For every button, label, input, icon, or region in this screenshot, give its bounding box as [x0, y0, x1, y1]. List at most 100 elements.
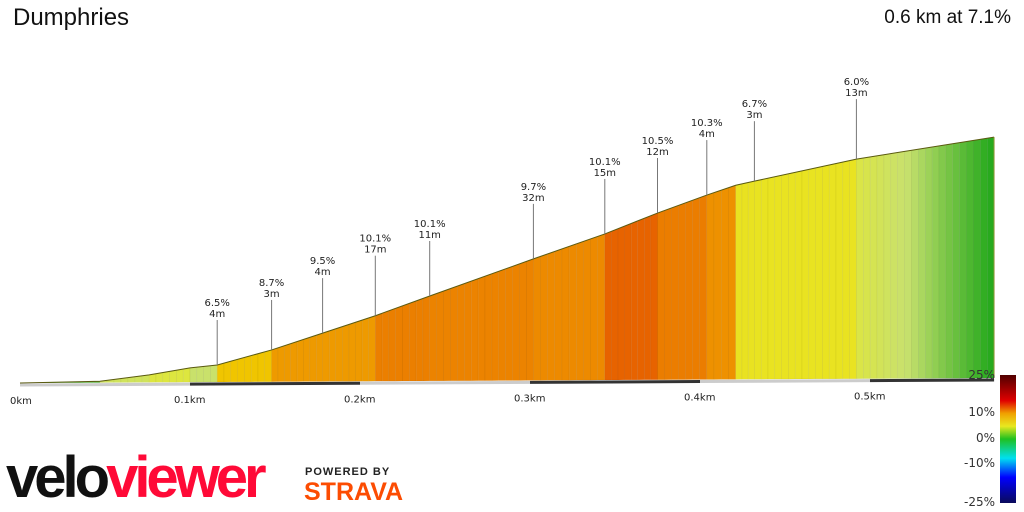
- profile-segment: [597, 233, 606, 381]
- profile-segment: [678, 202, 686, 380]
- distance-axis-segment: [189, 381, 361, 386]
- profile-segment: [617, 225, 625, 381]
- profile-segment: [203, 365, 211, 383]
- marker-length-label: 4m: [209, 309, 225, 320]
- profile-segment: [754, 179, 762, 380]
- profile-segment: [422, 295, 430, 382]
- profile-segment: [526, 258, 534, 381]
- profile-segment: [498, 268, 506, 381]
- profile-segment: [409, 300, 417, 382]
- profile-segment: [547, 251, 556, 381]
- profile-segment: [630, 220, 638, 381]
- marker-grade-label: 10.5%: [642, 136, 674, 147]
- profile-segment: [611, 228, 619, 381]
- profile-segment: [189, 366, 198, 383]
- profile-segment: [604, 230, 612, 381]
- profile-segment: [741, 182, 749, 380]
- profile-segment: [842, 160, 850, 380]
- profile-segment: [904, 150, 912, 379]
- profile-segment: [925, 146, 933, 379]
- profile-segment: [402, 303, 410, 382]
- profile-segment: [644, 215, 652, 381]
- profile-segment: [464, 280, 472, 381]
- legend-label: -10%: [964, 456, 995, 470]
- profile-segment: [883, 153, 892, 379]
- distance-axis-segment: [529, 380, 701, 384]
- marker-grade-label: 10.1%: [414, 219, 446, 230]
- profile-segment: [590, 236, 598, 381]
- profile-segment: [774, 174, 782, 380]
- profile-segment: [457, 283, 465, 382]
- profile-segment: [470, 278, 479, 381]
- profile-segment: [436, 290, 444, 382]
- profile-segment: [767, 176, 776, 380]
- profile-segment: [484, 273, 493, 381]
- profile-segment: [692, 197, 701, 380]
- profile-segment: [728, 184, 736, 380]
- profile-segment: [169, 369, 177, 383]
- profile-segment: [355, 319, 363, 382]
- profile-segment: [250, 353, 259, 383]
- profile-segment: [959, 141, 967, 379]
- profile-segment: [931, 145, 940, 379]
- profile-segment: [583, 238, 591, 381]
- marker-length-label: 4m: [315, 267, 331, 278]
- profile-segment: [348, 321, 356, 382]
- profile-segment: [277, 345, 285, 382]
- marker-grade-label: 10.1%: [359, 234, 391, 245]
- profile-segment: [395, 305, 403, 382]
- profile-segment: [554, 248, 563, 381]
- x-tick-label: 0.2km: [344, 394, 375, 405]
- profile-segment: [575, 241, 584, 381]
- x-tick-label: 0.1km: [174, 395, 205, 406]
- legend-label: -25%: [964, 495, 995, 509]
- profile-segment: [429, 293, 437, 382]
- profile-segment: [296, 339, 304, 382]
- profile-segment: [980, 137, 988, 379]
- x-tick-label: 0km: [10, 396, 32, 407]
- page-title: Dumphries: [13, 4, 130, 31]
- profile-segment: [477, 275, 486, 381]
- distance-axis-segment: [19, 382, 191, 387]
- distance-axis-segment: [869, 378, 995, 383]
- legend-label: 10%: [968, 405, 995, 419]
- profile-segment: [342, 324, 350, 382]
- climb-summary: 0.6 km at 7.1%: [884, 7, 1011, 28]
- profile-segment: [760, 177, 769, 380]
- profile-segment: [388, 307, 396, 382]
- marker-length-label: 3m: [746, 110, 762, 121]
- profile-segment: [938, 144, 947, 379]
- grade-legend-bar: [1000, 375, 1016, 503]
- profile-segment: [794, 170, 803, 380]
- profile-segment: [735, 183, 743, 380]
- profile-segment: [876, 154, 885, 379]
- profile-segment: [657, 210, 665, 380]
- marker-length-label: 4m: [699, 129, 715, 140]
- profile-segment: [945, 143, 954, 379]
- profile-segment: [713, 189, 722, 380]
- profile-segment: [505, 265, 513, 381]
- profile-segment: [828, 163, 837, 380]
- profile-segment: [637, 217, 645, 381]
- profile-segment: [361, 317, 369, 382]
- profile-segment: [911, 148, 919, 379]
- x-tick-label: 0.4km: [684, 393, 715, 404]
- profile-segment: [375, 312, 383, 382]
- profile-segment: [244, 355, 252, 383]
- profile-segment: [706, 192, 715, 380]
- profile-segment: [230, 359, 238, 383]
- marker-length-label: 13m: [845, 88, 867, 99]
- legend-label: 0%: [976, 431, 995, 445]
- profile-segment: [290, 341, 298, 382]
- profile-segment: [210, 364, 218, 383]
- powered-by-label: POWERED BY: [305, 466, 391, 478]
- profile-segment: [671, 204, 679, 380]
- profile-segment: [519, 260, 527, 381]
- profile-segment: [650, 212, 658, 381]
- profile-segment: [176, 368, 184, 383]
- marker-length-label: 17m: [364, 245, 386, 256]
- profile-segment: [257, 351, 266, 383]
- profile-segment: [415, 298, 424, 382]
- marker-grade-label: 10.1%: [589, 157, 621, 168]
